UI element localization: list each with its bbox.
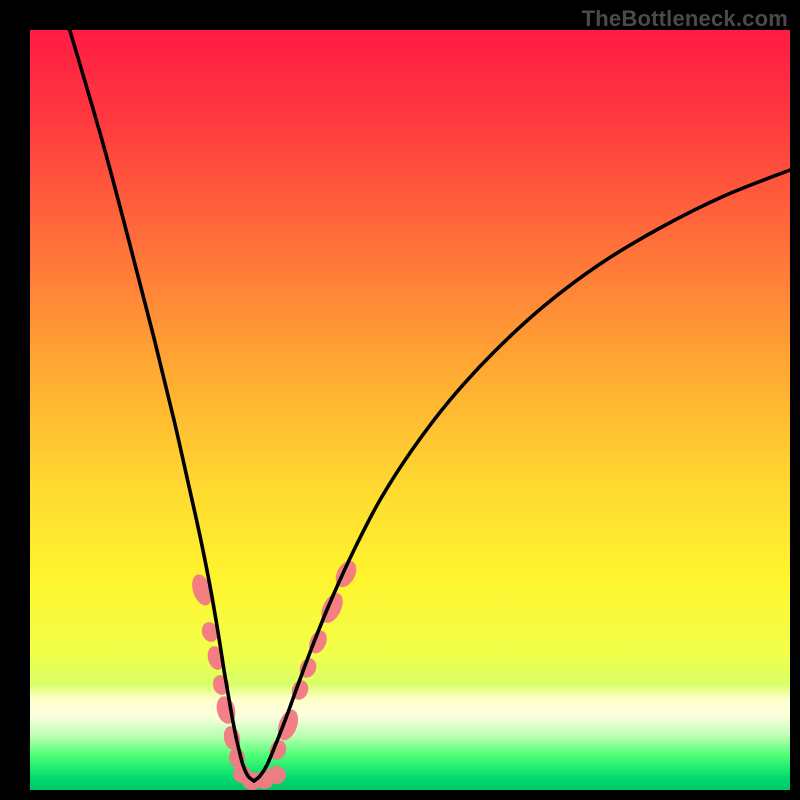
scatter-marker xyxy=(266,766,286,784)
curve-left-branch xyxy=(68,30,254,781)
curve-right-branch xyxy=(254,170,790,781)
outer-frame: TheBottleneck.com xyxy=(0,0,800,800)
watermark-text: TheBottleneck.com xyxy=(582,6,788,32)
plot-area xyxy=(30,30,790,790)
chart-overlay xyxy=(30,30,790,790)
